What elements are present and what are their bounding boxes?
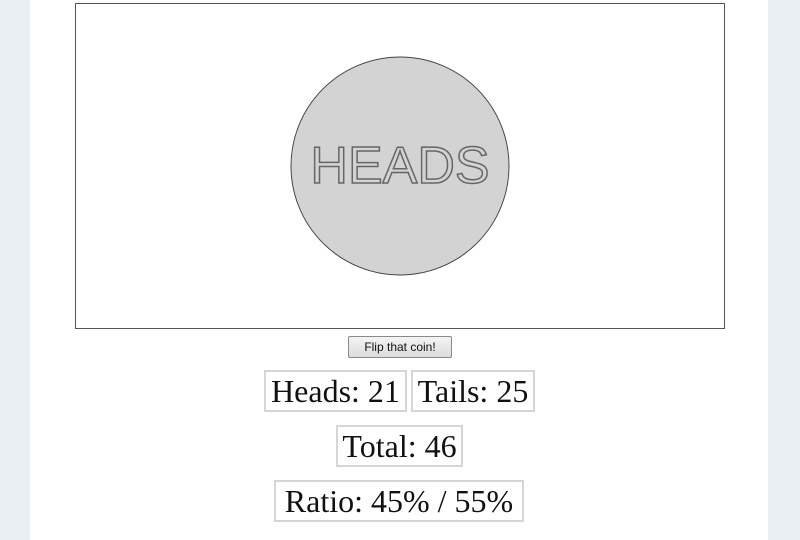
heads-count: Heads: 21 [264,370,407,412]
coin [290,56,510,276]
flip-button[interactable]: Flip that coin! [348,336,452,358]
coin-face: HEADS [310,137,489,195]
tails-count: Tails: 25 [411,370,535,412]
coin-canvas: HEADS [75,3,725,329]
ratio: Ratio: 45% / 55% [274,480,524,522]
total-count: Total: 46 [336,425,463,467]
